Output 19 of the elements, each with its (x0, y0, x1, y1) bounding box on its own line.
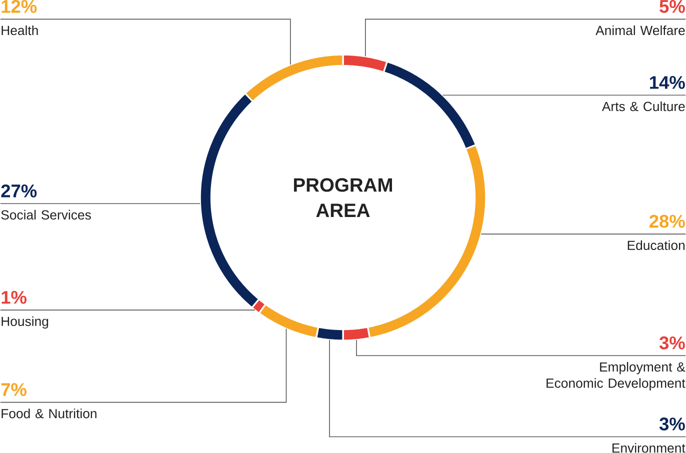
slice-label: Social Services (1, 210, 91, 220)
data-label: 5% (660, 0, 685, 14)
data-label: 14% (650, 76, 685, 90)
slice-label: Animal Welfare (596, 26, 685, 36)
slice-label: Arts & Culture (602, 102, 685, 112)
data-label: 3% (659, 336, 685, 350)
data-label: 7% (1, 383, 26, 396)
slice-label: Education (628, 240, 685, 250)
data-label: 1% (2, 291, 26, 304)
slice-label: Health (2, 26, 38, 36)
slice-label: Housing (2, 316, 48, 329)
slice-label: Employment & Economic Development (546, 362, 686, 391)
text: PROGRAM AREA (294, 178, 392, 218)
data-label: 3% (659, 418, 685, 431)
data-label: 27% (1, 184, 37, 198)
slice-label: Environment (612, 443, 686, 453)
data-label: 12% (2, 0, 37, 14)
data-label: 28% (650, 214, 685, 228)
slice-label: Food & Nutrition (2, 408, 96, 418)
